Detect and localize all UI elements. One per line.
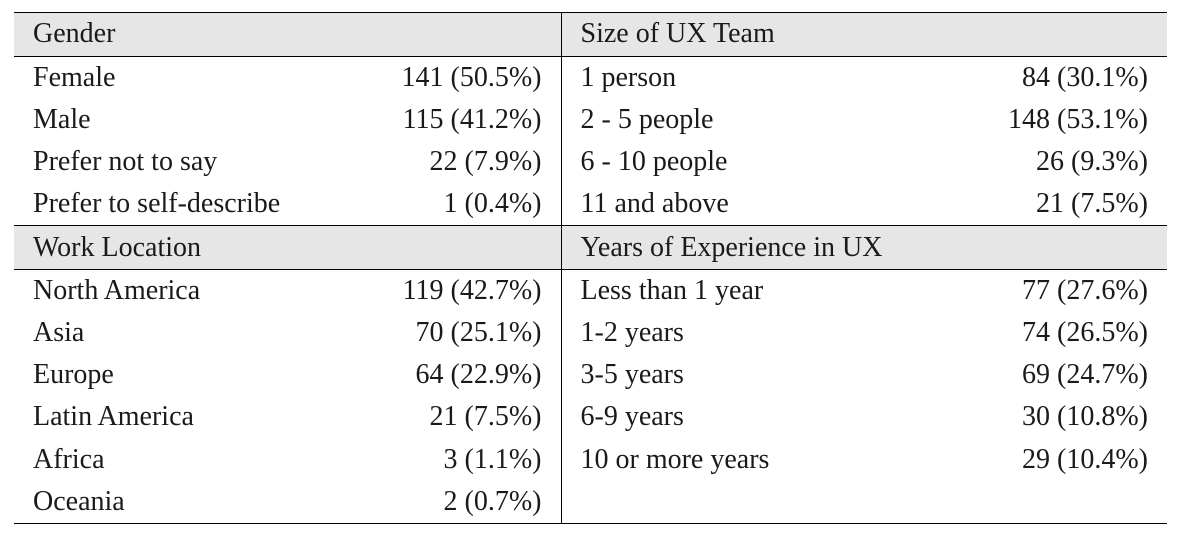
table-row: Europe 64 (22.9%) 3-5 years 69 (24.7%) — [14, 354, 1167, 397]
row-label: Africa — [33, 443, 105, 475]
row-label: Less than 1 year — [561, 268, 948, 312]
empty-cell — [561, 480, 948, 524]
row-value: 21 (7.5%) — [1036, 188, 1148, 220]
table-row: Oceania 2 (0.7%) — [14, 480, 1167, 524]
table-row: Male 115 (41.2%) 2 - 5 people 148 (53.1%… — [14, 98, 1167, 141]
row-label: Prefer to self-describe — [33, 188, 281, 220]
table-row: Asia 70 (25.1%) 1-2 years 74 (26.5%) — [14, 311, 1167, 355]
demographics-table: Gender Size of UX Team Female 141 (50.5%… — [14, 12, 1167, 524]
empty-cell — [948, 480, 1167, 524]
row-label: Female — [14, 55, 359, 99]
row-label: 11 and above — [580, 188, 729, 220]
gender-heading: Gender — [14, 12, 562, 56]
table-row: Female 141 (50.5%) 1 person 84 (30.1%) — [14, 55, 1167, 99]
ux-team-size-heading: Size of UX Team — [561, 12, 1167, 56]
row-label: Prefer not to say — [33, 145, 218, 177]
row-value: 3 (1.1%) — [359, 438, 562, 481]
section-header-row: Work Location Years of Experience in UX — [14, 225, 1167, 270]
row-value: 70 (25.1%) — [359, 311, 562, 355]
row-label: 6-9 years — [580, 401, 684, 433]
row-value: 2 (0.7%) — [359, 480, 562, 524]
row-value: 30 (10.8%) — [1022, 401, 1148, 433]
row-value: 141 (50.5%) — [359, 55, 562, 99]
row-value: 77 (27.6%) — [948, 268, 1167, 312]
row-value: 26 (9.3%) — [1036, 145, 1148, 177]
row-value: 84 (30.1%) — [948, 55, 1167, 99]
row-label: North America — [14, 268, 359, 312]
row-value: 29 (10.4%) — [1022, 443, 1148, 475]
table-row: North America 119 (42.7%) Less than 1 ye… — [14, 268, 1167, 312]
row-value: 22 (7.9%) — [359, 140, 562, 184]
row-value: 115 (41.2%) — [359, 98, 562, 141]
row-label: Oceania — [14, 480, 359, 524]
row-label: 2 - 5 people — [580, 103, 714, 135]
row-label: 10 or more years — [580, 443, 770, 475]
row-label: 6 - 10 people — [580, 145, 728, 177]
row-value: 21 (7.5%) — [359, 396, 562, 439]
row-label: Europe — [33, 359, 114, 391]
row-value: 148 (53.1%) — [1008, 103, 1148, 135]
row-value: 119 (42.7%) — [359, 268, 562, 312]
row-label: 3-5 years — [580, 359, 684, 391]
table-row: Prefer to self-describe 1 (0.4%) 11 and … — [14, 183, 1167, 226]
row-label: 1 person — [561, 55, 948, 99]
row-value: 74 (26.5%) — [1022, 317, 1148, 349]
ux-experience-heading: Years of Experience in UX — [561, 225, 1167, 270]
row-value: 1 (0.4%) — [359, 183, 562, 226]
table-row: Latin America 21 (7.5%) 6-9 years 30 (10… — [14, 396, 1167, 439]
row-label: Asia — [33, 317, 85, 349]
row-label: Latin America — [33, 401, 194, 433]
work-location-heading: Work Location — [14, 225, 562, 270]
row-value: 64 (22.9%) — [359, 354, 562, 397]
table-row: Africa 3 (1.1%) 10 or more years 29 (10.… — [14, 438, 1167, 481]
row-label: Male — [33, 103, 91, 135]
table-row: Prefer not to say 22 (7.9%) 6 - 10 peopl… — [14, 140, 1167, 184]
row-label: 1-2 years — [580, 317, 684, 349]
section-header-row: Gender Size of UX Team — [14, 12, 1167, 56]
row-value: 69 (24.7%) — [1022, 359, 1148, 391]
